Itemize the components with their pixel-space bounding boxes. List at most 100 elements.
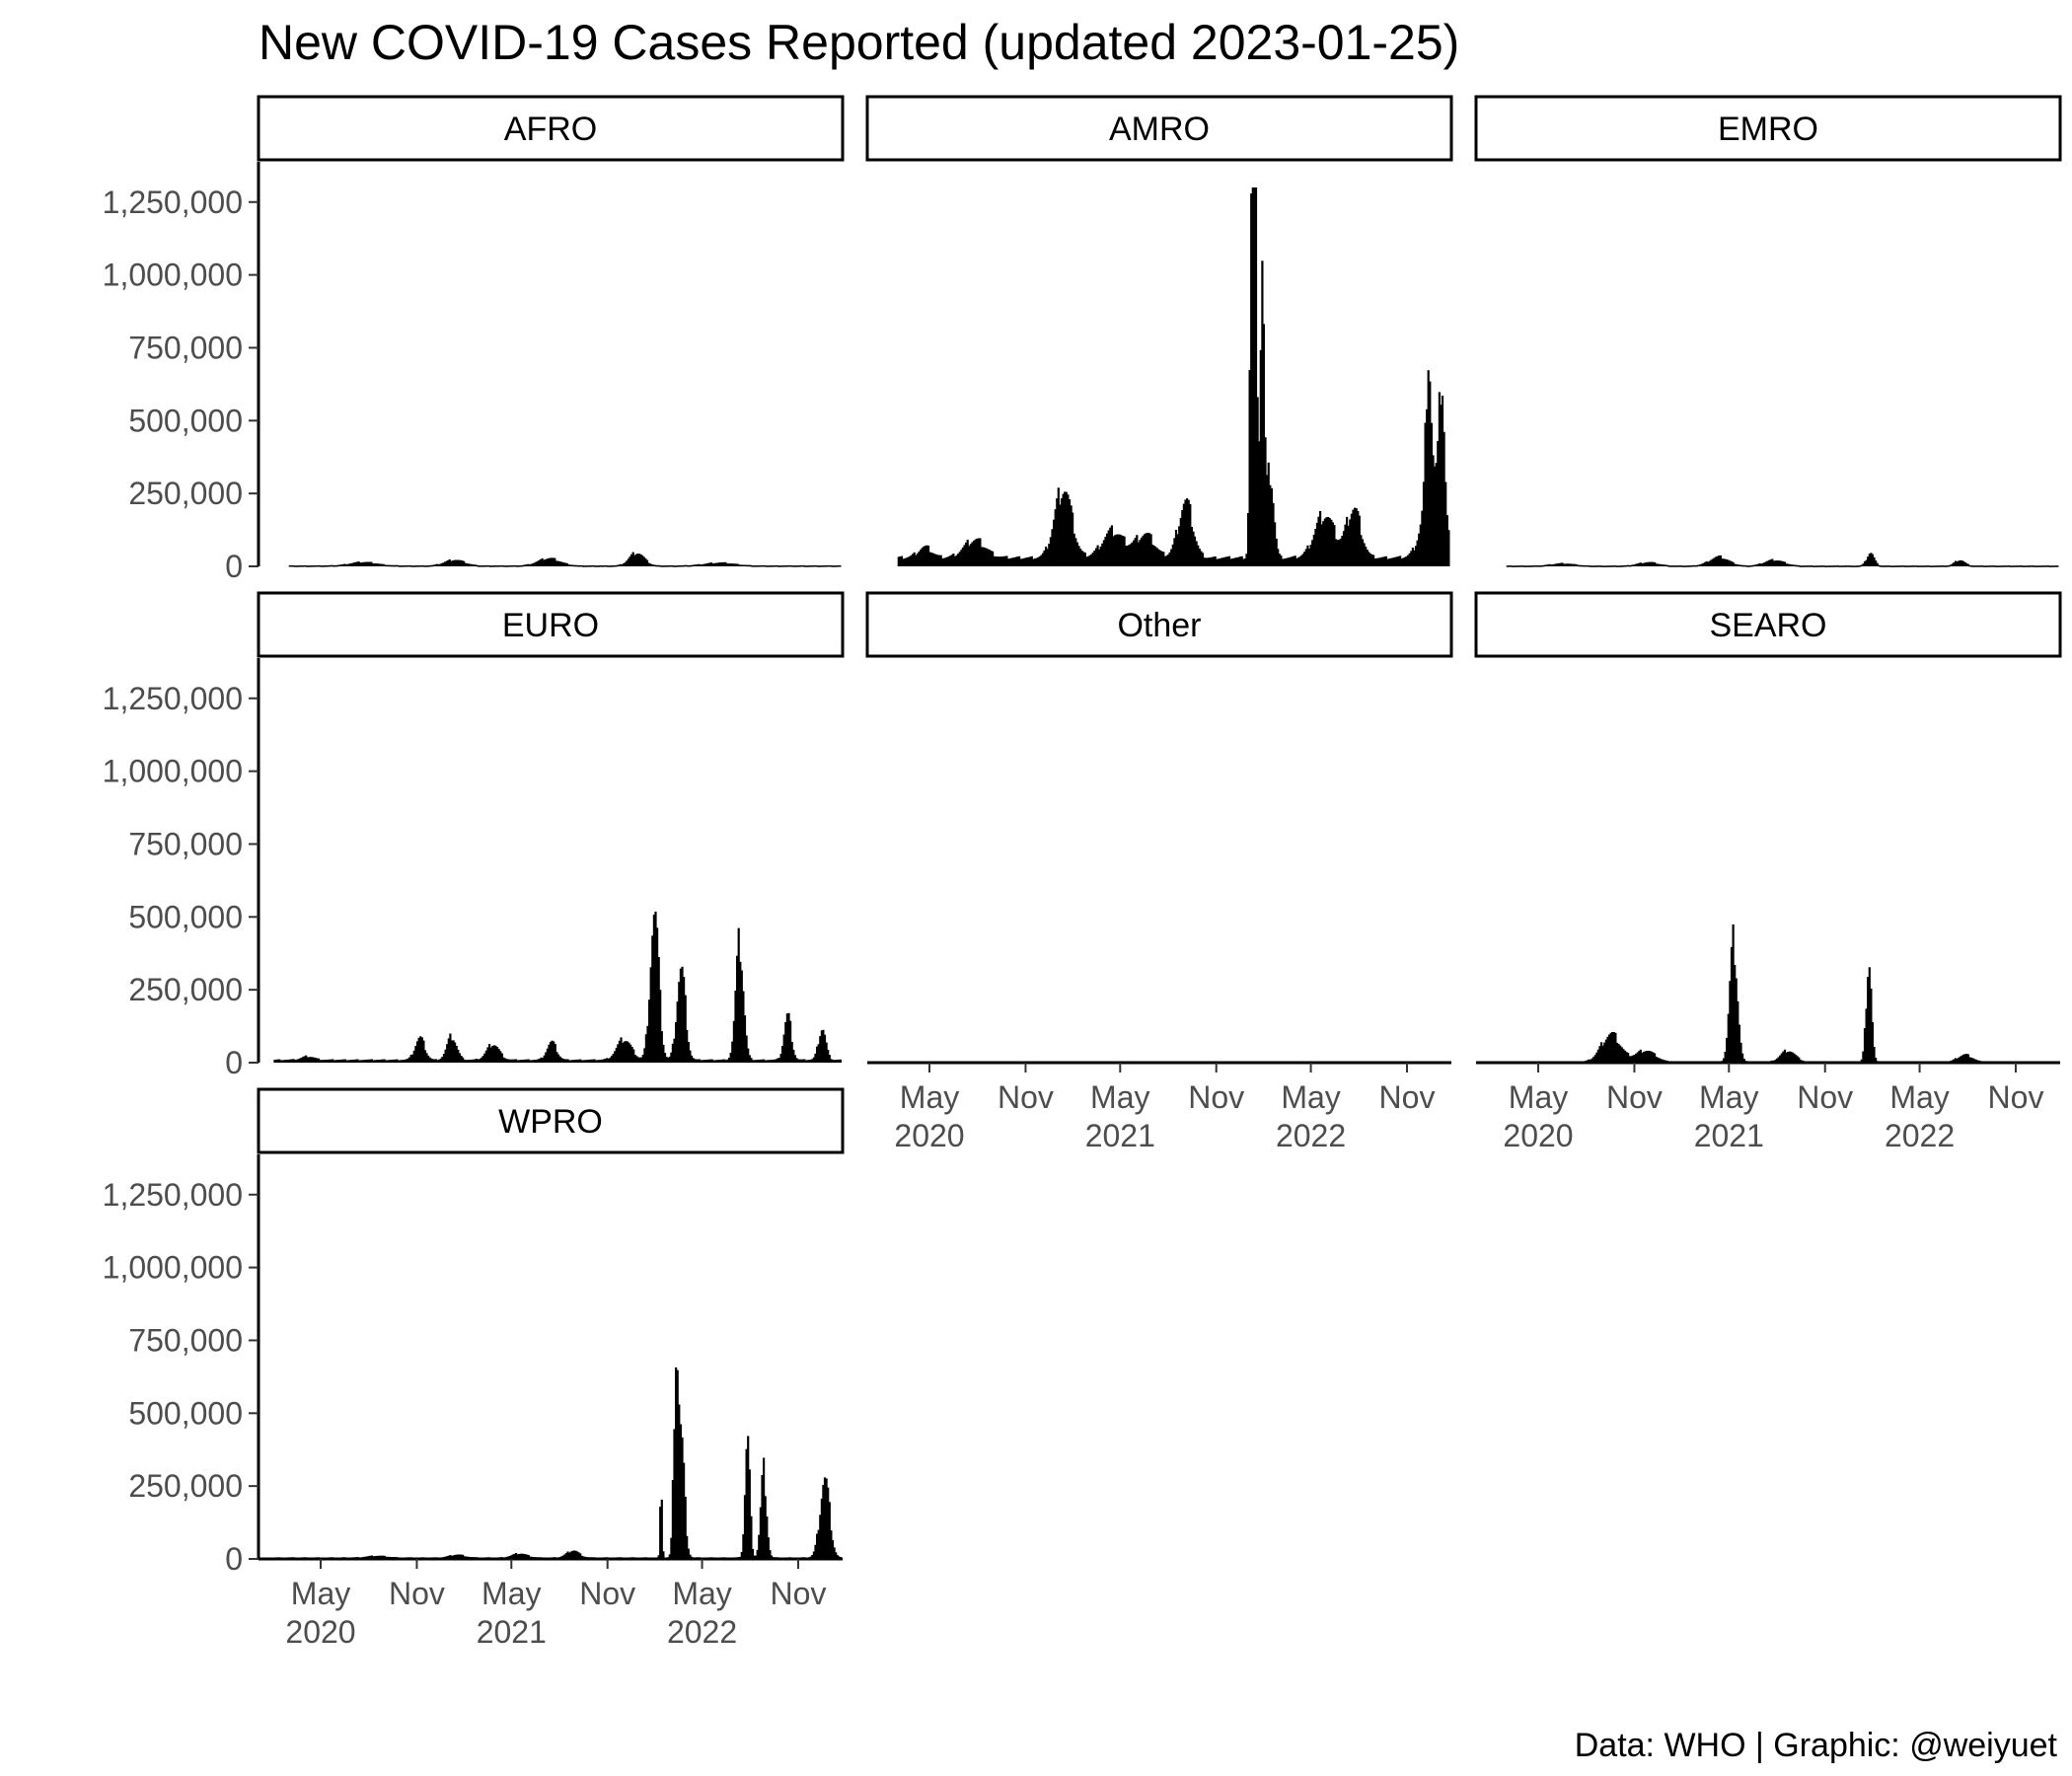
bar-amro-64	[998, 556, 1000, 566]
bar-amro-152	[1136, 535, 1139, 566]
bar-euro-358	[835, 1060, 838, 1063]
bar-emro-135	[1718, 555, 1721, 566]
bar-amro-18	[925, 545, 928, 566]
bar-afro-55	[375, 563, 378, 566]
bar-afro-139	[506, 565, 509, 567]
strip-wpro	[257, 1087, 845, 1154]
bar-euro-307	[755, 1060, 758, 1063]
bar-emro-195	[1812, 565, 1814, 567]
bar-emro-8	[1518, 565, 1521, 567]
bar-amro-214	[1232, 557, 1235, 566]
bar-euro-80	[399, 1060, 402, 1063]
bar-euro-326	[784, 1021, 787, 1063]
bar-emro-318	[2004, 565, 2008, 567]
bar-afro-167	[551, 557, 554, 566]
bar-amro-300	[1368, 552, 1370, 566]
bar-afro-117	[472, 564, 475, 566]
bar-euro-232	[636, 1057, 640, 1063]
bar-amro-263	[1309, 545, 1312, 566]
bar-afro-318	[786, 565, 790, 567]
bar-afro-224	[639, 554, 642, 566]
bar-searo-76	[1625, 1052, 1628, 1063]
bar-wpro-351	[823, 1477, 827, 1559]
bar-emro-253	[1902, 565, 1905, 567]
bar-amro-251	[1291, 556, 1294, 566]
bar-euro-271	[698, 1059, 702, 1063]
bar-emro-83	[1636, 563, 1639, 566]
bar-emro-259	[1912, 565, 1915, 567]
bar-afro-314	[780, 565, 783, 567]
bar-wpro-359	[836, 1555, 839, 1559]
bar-afro-212	[621, 563, 624, 566]
bar-euro-321	[777, 1058, 779, 1063]
bar-amro-273	[1325, 517, 1328, 566]
bar-afro-166	[549, 557, 552, 566]
bar-euro-126	[471, 1059, 474, 1063]
bar-amro-2	[900, 555, 904, 566]
bar-euro-252	[668, 1056, 671, 1063]
bar-searo-285	[1953, 1059, 1956, 1063]
bar-emro-140	[1726, 559, 1729, 566]
bar-afro-94	[436, 563, 439, 566]
bar-emro-180	[1788, 563, 1791, 566]
bar-afro-301	[760, 565, 764, 567]
bar-afro-180	[570, 564, 573, 566]
bar-afro-92	[432, 564, 436, 566]
bar-afro-53	[371, 563, 375, 566]
bar-afro-334	[812, 565, 815, 567]
bar-afro-176	[564, 562, 567, 566]
x-tick-label-searo-4: May 2022	[1885, 1079, 1955, 1153]
bar-wpro-255	[673, 1429, 676, 1559]
bar-searo-60	[1600, 1042, 1603, 1063]
bar-afro-163	[544, 559, 547, 566]
bar-euro-227	[629, 1044, 632, 1063]
bar-amro-73	[1011, 557, 1014, 566]
bar-amro-230	[1258, 441, 1261, 566]
strip-label-searo: SEARO	[1709, 607, 1826, 644]
bar-emro-214	[1841, 565, 1844, 567]
bar-afro-273	[716, 562, 719, 566]
bar-euro-348	[819, 1036, 822, 1063]
bar-afro-154	[530, 563, 533, 566]
bar-afro-199	[600, 565, 603, 567]
bar-euro-158	[521, 1060, 524, 1063]
y-tick-label-wpro-2: 500,000	[128, 1395, 243, 1431]
bar-euro-177	[551, 1040, 554, 1063]
bar-afro-65	[391, 564, 394, 567]
bar-euro-154	[515, 1059, 518, 1063]
bar-afro-306	[768, 565, 771, 567]
bar-emro-165	[1764, 561, 1767, 566]
bar-amro-309	[1381, 556, 1384, 566]
bar-amro-286	[1346, 516, 1349, 566]
bar-emro-246	[1891, 565, 1894, 567]
bar-wpro-253	[670, 1537, 673, 1559]
bar-emro-284	[1951, 563, 1955, 566]
bar-emro-142	[1729, 560, 1732, 566]
bar-searo-286	[1955, 1058, 1958, 1063]
bar-amro-217	[1237, 556, 1240, 566]
bar-amro-264	[1311, 540, 1314, 566]
bar-amro-118	[1082, 552, 1085, 566]
bar-emro-255	[1905, 565, 1908, 567]
bar-amro-170	[1163, 555, 1166, 566]
bar-euro-241	[651, 935, 654, 1063]
bar-afro-70	[398, 565, 402, 567]
x-tick-label-searo-0: May 2020	[1503, 1079, 1573, 1153]
bar-euro-156	[518, 1060, 521, 1063]
bar-amro-327	[1410, 551, 1413, 566]
bar-euro-216	[612, 1054, 615, 1063]
bar-afro-146	[517, 565, 520, 567]
bar-amro-150	[1133, 540, 1136, 566]
bar-afro-191	[588, 565, 591, 567]
bar-wpro-157	[519, 1553, 522, 1559]
bar-afro-307	[770, 565, 773, 567]
bar-euro-71	[385, 1060, 388, 1063]
bar-euro-215	[610, 1056, 614, 1063]
bar-emro-39	[1567, 563, 1570, 566]
bar-afro-264	[703, 563, 705, 566]
bar-wpro-258	[678, 1404, 681, 1559]
bar-euro-200	[587, 1060, 590, 1063]
bar-afro-104	[451, 560, 455, 566]
bar-afro-323	[794, 565, 797, 567]
bar-amro-215	[1234, 557, 1237, 566]
